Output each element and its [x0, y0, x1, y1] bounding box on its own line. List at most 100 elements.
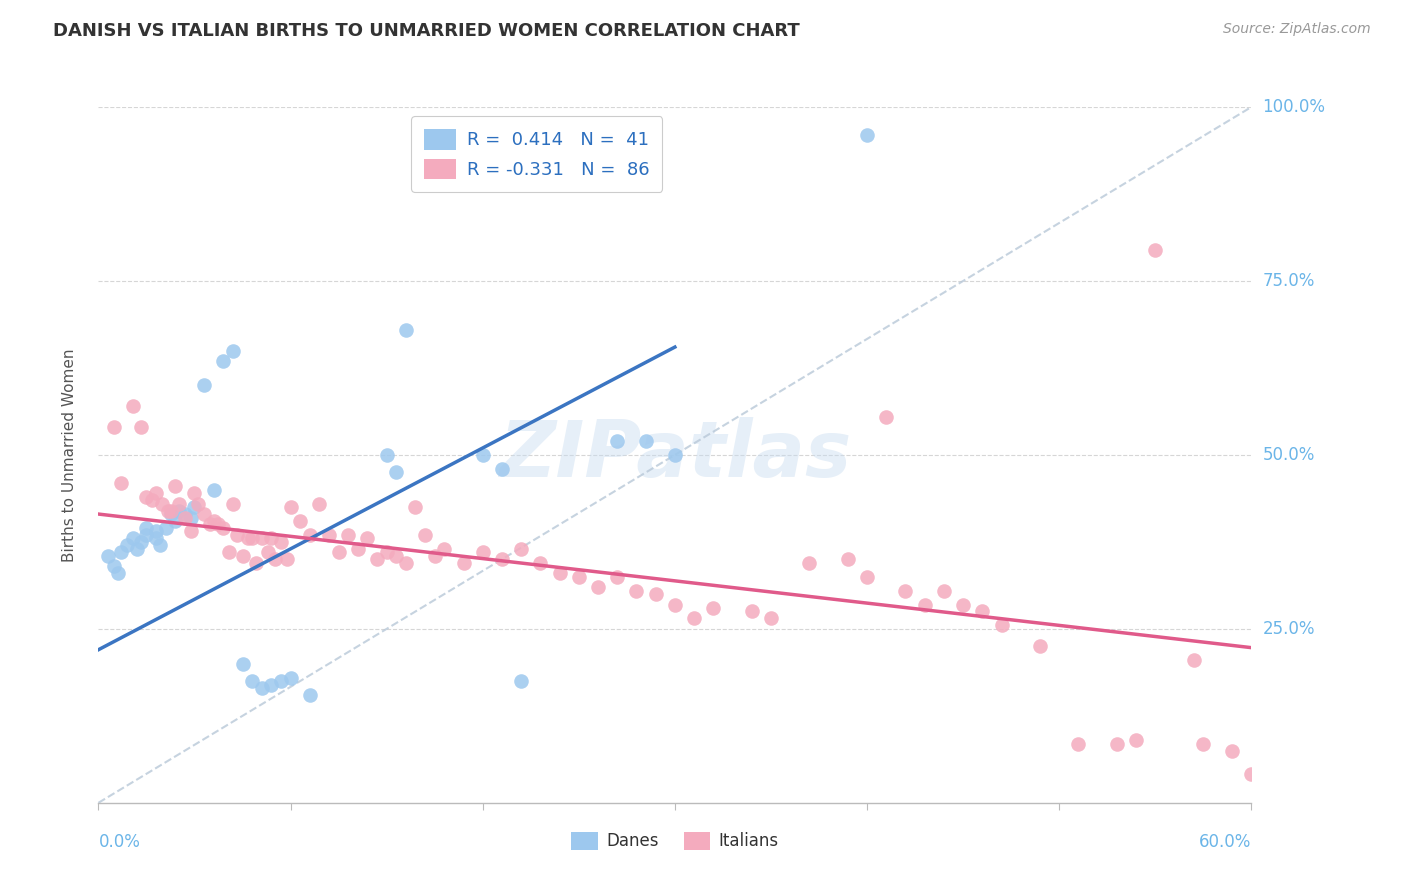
Point	[606, 570, 628, 584]
Point	[1192, 737, 1215, 751]
Point	[245, 556, 267, 570]
Point	[149, 538, 172, 552]
Point	[180, 510, 202, 524]
Point	[1067, 737, 1090, 751]
Point	[856, 570, 879, 584]
Point	[1125, 733, 1147, 747]
Point	[107, 566, 129, 581]
Point	[240, 674, 263, 689]
Point	[198, 517, 221, 532]
Point	[683, 611, 706, 625]
Point	[932, 583, 955, 598]
Point	[875, 409, 897, 424]
Point	[222, 497, 245, 511]
Point	[799, 556, 821, 570]
Point	[202, 514, 225, 528]
Point	[1240, 766, 1263, 780]
Point	[586, 580, 609, 594]
Point	[264, 552, 287, 566]
Point	[837, 552, 859, 566]
Text: 100.0%: 100.0%	[1263, 98, 1326, 116]
Point	[135, 528, 157, 542]
Point	[1220, 744, 1243, 758]
Point	[471, 448, 494, 462]
Text: DANISH VS ITALIAN BIRTHS TO UNMARRIED WOMEN CORRELATION CHART: DANISH VS ITALIAN BIRTHS TO UNMARRIED WO…	[53, 22, 800, 40]
Point	[318, 528, 340, 542]
Point	[280, 671, 302, 685]
Point	[664, 598, 686, 612]
Point	[290, 514, 312, 528]
Point	[160, 507, 183, 521]
Point	[180, 524, 202, 539]
Point	[347, 541, 370, 556]
Point	[270, 534, 292, 549]
Point	[231, 549, 254, 563]
Point	[298, 528, 321, 542]
Point	[298, 688, 321, 702]
Text: 75.0%: 75.0%	[1263, 272, 1315, 290]
Point	[125, 541, 148, 556]
Point	[187, 497, 209, 511]
Point	[741, 605, 763, 619]
Point	[568, 570, 591, 584]
Point	[308, 497, 330, 511]
Point	[260, 677, 283, 691]
Point	[1144, 243, 1167, 257]
Point	[103, 420, 125, 434]
Point	[256, 545, 278, 559]
Point	[626, 583, 648, 598]
Point	[664, 448, 686, 462]
Point	[231, 657, 254, 671]
Point	[276, 552, 298, 566]
Point	[212, 521, 235, 535]
Point	[183, 500, 205, 514]
Point	[366, 552, 388, 566]
Point	[548, 566, 571, 581]
Point	[423, 549, 446, 563]
Legend: Danes, Italians: Danes, Italians	[564, 825, 786, 857]
Point	[141, 493, 163, 508]
Point	[218, 545, 240, 559]
Point	[356, 532, 378, 546]
Point	[110, 545, 132, 559]
Text: 25.0%: 25.0%	[1263, 620, 1315, 638]
Point	[529, 556, 551, 570]
Point	[395, 556, 418, 570]
Point	[990, 618, 1012, 632]
Point	[145, 532, 167, 546]
Point	[328, 545, 350, 559]
Point	[160, 503, 183, 517]
Point	[644, 587, 666, 601]
Point	[606, 434, 628, 448]
Point	[129, 534, 152, 549]
Point	[856, 128, 879, 142]
Point	[103, 559, 125, 574]
Point	[145, 524, 167, 539]
Point	[222, 343, 245, 358]
Y-axis label: Births to Unmarried Women: Births to Unmarried Women	[62, 348, 77, 562]
Point	[337, 528, 360, 542]
Point	[260, 532, 283, 546]
Point	[375, 448, 398, 462]
Point	[972, 605, 994, 619]
Point	[510, 541, 533, 556]
Point	[405, 500, 427, 514]
Point	[207, 517, 229, 532]
Point	[183, 486, 205, 500]
Point	[453, 556, 475, 570]
Point	[702, 601, 724, 615]
Text: 50.0%: 50.0%	[1263, 446, 1315, 464]
Point	[914, 598, 936, 612]
Point	[167, 503, 190, 517]
Point	[165, 514, 187, 528]
Text: ZIPatlas: ZIPatlas	[499, 417, 851, 493]
Point	[395, 323, 418, 337]
Point	[471, 545, 494, 559]
Point	[150, 497, 173, 511]
Point	[135, 521, 157, 535]
Point	[212, 354, 235, 368]
Point	[375, 545, 398, 559]
Point	[250, 532, 273, 546]
Point	[122, 399, 145, 413]
Point	[225, 528, 247, 542]
